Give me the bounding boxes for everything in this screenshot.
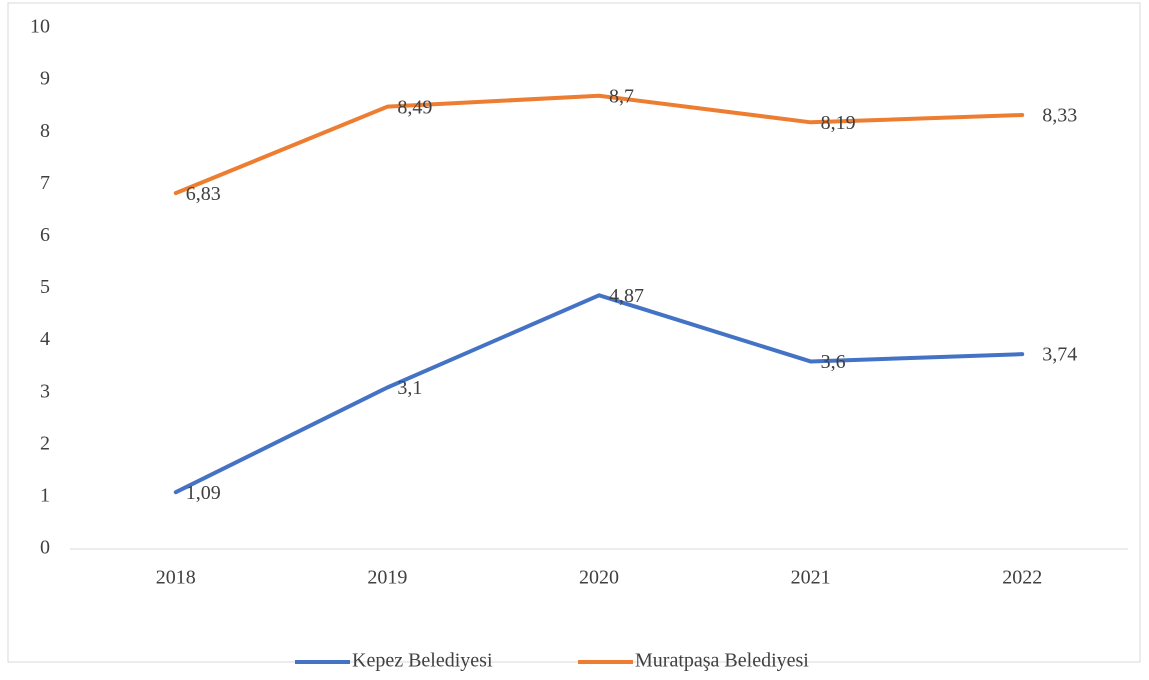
data-label: 3,6 — [821, 351, 846, 373]
line-series — [173, 93, 1025, 196]
data-label: 3,1 — [397, 377, 422, 399]
data-label: 3,74 — [1042, 344, 1077, 366]
data-label: 8,49 — [397, 96, 432, 118]
x-tick-label: 2021 — [791, 567, 831, 589]
y-tick-label: 9 — [40, 68, 50, 90]
y-tick-label: 10 — [30, 16, 50, 38]
x-tick-label: 2018 — [156, 567, 196, 589]
x-tick-label: 2019 — [367, 567, 407, 589]
y-tick-label: 0 — [40, 537, 50, 559]
line-series — [173, 293, 1025, 495]
x-tick-label: 2022 — [1002, 567, 1042, 589]
y-tick-label: 1 — [40, 484, 50, 506]
y-tick-label: 6 — [40, 224, 50, 246]
y-tick-label: 7 — [40, 172, 50, 194]
data-label: 1,09 — [186, 482, 221, 504]
y-tick-label: 4 — [40, 328, 50, 350]
data-label: 8,33 — [1042, 105, 1077, 127]
x-tick-label: 2020 — [579, 567, 619, 589]
y-tick-label: 2 — [40, 432, 50, 454]
data-label: 8,19 — [821, 112, 856, 134]
y-tick-label: 3 — [40, 380, 50, 402]
y-tick-label: 5 — [40, 276, 50, 298]
data-label: 6,83 — [186, 183, 221, 205]
data-label: 4,87 — [609, 285, 644, 307]
legend-label: Kepez Belediyesi — [352, 650, 493, 672]
legend-label: Muratpaşa Belediyesi — [635, 650, 809, 672]
y-tick-label: 8 — [40, 120, 50, 142]
data-label: 8,7 — [609, 85, 634, 107]
chart-border — [7, 2, 1141, 663]
